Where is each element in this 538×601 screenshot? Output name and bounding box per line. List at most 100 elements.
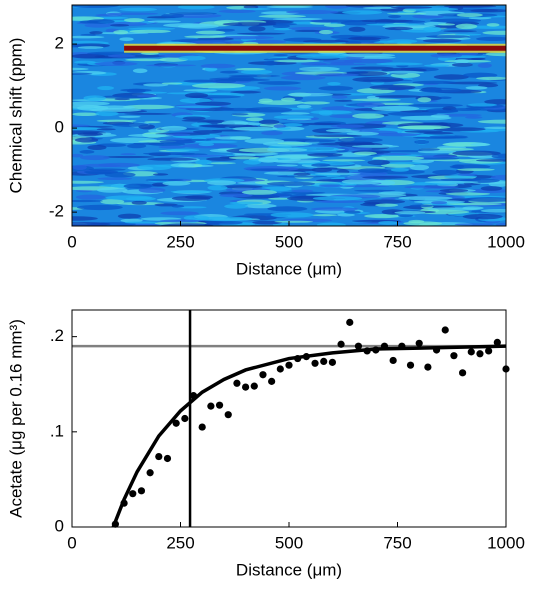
heatmap-texture xyxy=(183,89,218,92)
heatmap-texture xyxy=(230,90,262,94)
heatmap-texture xyxy=(462,206,484,210)
data-point xyxy=(189,392,198,400)
heatmap-texture xyxy=(342,10,383,15)
heatmap-texture xyxy=(417,150,457,154)
heatmap-texture xyxy=(412,158,435,164)
heatmap-texture xyxy=(182,116,206,121)
heatmap-texture xyxy=(74,137,99,143)
heatmap-texture xyxy=(137,164,172,171)
heatmap-texture xyxy=(480,208,506,213)
heatmap-texture xyxy=(235,67,266,71)
heatmap-texture xyxy=(313,134,363,138)
heatmap-texture xyxy=(96,187,128,193)
heatmap-texture xyxy=(263,61,278,66)
heatmap-texture xyxy=(296,104,312,109)
heatmap-texture xyxy=(433,74,470,80)
heatmap-texture xyxy=(315,200,365,204)
heatmap-texture xyxy=(464,116,483,119)
heatmap-texture xyxy=(249,168,290,171)
data-point xyxy=(372,346,380,354)
heatmap-texture xyxy=(310,19,363,23)
data-point xyxy=(276,365,284,373)
heatmap-texture xyxy=(159,139,196,144)
heatmap-texture xyxy=(219,193,253,198)
data-point xyxy=(311,359,319,367)
heatmap-texture xyxy=(346,131,380,136)
heatmap-texture xyxy=(136,94,158,98)
data-point xyxy=(398,342,406,350)
heatmap-texture xyxy=(228,156,260,160)
data-point xyxy=(120,499,128,507)
heatmap-texture xyxy=(457,168,495,172)
heatmap-texture xyxy=(430,53,463,58)
heatmap-texture xyxy=(437,23,456,26)
data-point xyxy=(363,347,371,355)
data-point xyxy=(441,326,449,334)
heatmap-texture xyxy=(72,153,84,158)
heatmap-texture xyxy=(161,82,183,85)
y-tick-label: -2 xyxy=(49,202,64,221)
heatmap-texture xyxy=(257,81,302,85)
heatmap-texture xyxy=(106,12,159,15)
heatmap-texture xyxy=(74,60,96,64)
y-axis-label: Chemical shift (ppm) xyxy=(6,38,25,194)
heatmap-texture xyxy=(245,117,264,122)
heatmap-texture xyxy=(266,5,313,9)
heatmap-texture xyxy=(429,135,468,139)
heatmap-texture xyxy=(181,119,225,122)
heatmap-texture xyxy=(124,112,172,115)
heatmap-texture xyxy=(371,105,420,112)
heatmap-texture xyxy=(311,167,332,173)
heatmap-texture xyxy=(111,122,149,127)
heatmap-texture xyxy=(350,98,401,102)
heatmap-texture xyxy=(301,101,331,105)
heatmap-texture xyxy=(350,66,394,70)
heatmap-texture xyxy=(325,5,351,9)
heatmap-texture xyxy=(439,188,469,193)
heatmap-texture xyxy=(224,204,249,209)
heatmap-texture xyxy=(421,109,459,114)
heatmap-texture xyxy=(477,119,506,124)
heatmap-texture xyxy=(344,210,361,214)
data-point xyxy=(259,371,267,379)
heatmap-texture xyxy=(362,175,409,179)
heatmap-texture xyxy=(276,127,292,130)
heatmap-texture xyxy=(443,30,477,33)
heatmap-texture xyxy=(132,68,148,74)
heatmap-texture xyxy=(126,88,146,94)
heatmap-texture xyxy=(488,181,506,187)
heatmap-texture xyxy=(200,63,236,69)
data-point xyxy=(337,340,345,348)
heatmap-texture xyxy=(72,101,110,106)
heatmap-texture xyxy=(231,113,249,116)
heatmap-texture xyxy=(199,124,254,128)
heatmap-texture xyxy=(357,168,389,174)
heatmap-texture xyxy=(376,62,423,66)
heatmap-texture xyxy=(475,36,506,42)
heatmap-texture xyxy=(170,163,195,168)
heatmap-texture xyxy=(322,159,366,162)
heatmap-texture xyxy=(364,214,401,219)
heatmap-texture xyxy=(340,185,390,188)
heatmap-texture xyxy=(446,202,502,206)
heatmap-texture xyxy=(280,191,326,194)
heatmap-texture xyxy=(423,26,442,33)
heatmap-texture xyxy=(240,69,273,75)
heatmap-texture xyxy=(145,64,197,67)
heatmap-texture xyxy=(294,29,322,33)
heatmap-texture xyxy=(358,19,414,23)
data-point xyxy=(320,357,328,365)
heatmap-texture xyxy=(75,194,106,200)
heatmap-texture xyxy=(293,172,311,176)
heatmap-texture xyxy=(412,80,457,84)
heatmap-texture xyxy=(268,197,291,200)
heatmap-texture xyxy=(339,53,396,58)
heatmap xyxy=(72,5,506,226)
heatmap-texture xyxy=(110,23,130,27)
y-tick-label: 2 xyxy=(55,34,64,53)
heatmap-texture xyxy=(378,220,399,225)
heatmap-texture xyxy=(198,142,215,147)
heatmap-texture xyxy=(375,153,412,156)
heatmap-texture xyxy=(177,5,215,10)
heatmap-texture xyxy=(454,59,470,64)
